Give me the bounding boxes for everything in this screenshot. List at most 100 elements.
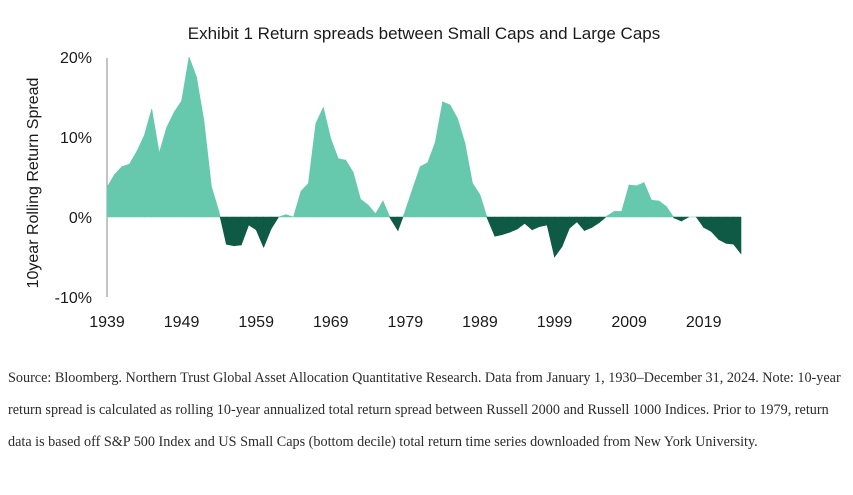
spread-area-positive	[412, 166, 421, 218]
spread-area-negative	[255, 216, 264, 248]
spread-area-positive	[300, 182, 309, 218]
spread-area-negative	[673, 216, 682, 222]
spread-area-positive	[158, 127, 167, 218]
spread-area-positive	[330, 138, 339, 218]
spread-area-negative	[502, 216, 511, 236]
x-tick-label: 1939	[89, 314, 125, 331]
spread-area-positive	[323, 107, 332, 218]
x-tick-label: 1959	[238, 314, 274, 331]
spread-area-positive	[360, 198, 369, 218]
spread-area-positive	[434, 101, 443, 218]
spread-area-negative	[710, 216, 719, 241]
spread-area-positive	[114, 165, 123, 218]
spread-area-series	[106, 56, 742, 258]
spread-area-positive	[173, 100, 182, 218]
y-tick-label: 10%	[60, 130, 92, 147]
spread-area-negative	[219, 216, 227, 245]
spread-area-negative	[226, 216, 235, 247]
spread-area-positive	[457, 118, 466, 218]
spread-area-negative	[494, 216, 503, 237]
spread-area-positive	[315, 107, 324, 218]
spread-area-negative	[554, 216, 563, 258]
spread-area-positive	[427, 142, 436, 218]
spread-area-negative	[487, 216, 496, 237]
spread-area-positive	[143, 108, 153, 218]
spread-area-negative	[733, 216, 742, 255]
x-tick-label: 1969	[313, 314, 349, 331]
spread-area-positive	[285, 214, 294, 218]
spread-area-negative	[248, 216, 257, 231]
spread-area-positive	[472, 182, 481, 218]
spread-area-negative	[546, 216, 555, 258]
spread-area-positive	[621, 184, 630, 218]
x-tick-label: 1979	[388, 314, 424, 331]
spread-area-positive	[613, 211, 622, 218]
spread-area-negative	[263, 216, 272, 248]
y-axis-ticks: 20% 10% 0% -10%	[55, 50, 92, 307]
spread-area-positive	[352, 172, 361, 218]
x-tick-label: 2019	[686, 314, 722, 331]
spread-area-positive	[218, 211, 221, 218]
x-tick-label: 1999	[537, 314, 573, 331]
spread-area-negative	[584, 216, 593, 232]
spread-area-positive	[211, 186, 220, 218]
spread-area-positive	[479, 194, 488, 218]
spread-area-negative	[531, 216, 540, 231]
spread-area-negative	[516, 216, 525, 230]
spread-area-negative	[390, 216, 399, 232]
spread-area-negative	[598, 216, 607, 224]
spread-area-positive	[278, 214, 287, 218]
spread-area-positive	[129, 150, 138, 218]
spread-area-positive	[606, 210, 615, 218]
spread-area-positive	[464, 143, 473, 218]
spread-area-positive	[636, 182, 645, 218]
return-spread-chart: Exhibit 1 Return spreads between Small C…	[25, 24, 742, 331]
spread-area-positive	[337, 158, 346, 218]
spread-area-negative	[539, 216, 548, 227]
x-axis-ticks: 1939 1949 1959 1969 1979 1989 1999 2009 2019	[89, 314, 721, 331]
spread-area-negative	[397, 216, 404, 231]
spread-area-positive	[106, 173, 115, 218]
y-tick-label: 20%	[60, 50, 92, 67]
spread-area-negative	[240, 216, 250, 246]
spread-area-positive	[402, 210, 406, 218]
y-tick-label: 0%	[69, 210, 92, 227]
x-tick-label: 1989	[462, 314, 498, 331]
spread-area-positive	[382, 200, 391, 218]
y-axis-label: 10year Rolling Return Spread	[25, 78, 42, 289]
chart-title: Exhibit 1 Return spreads between Small C…	[188, 24, 661, 43]
spread-area-positive	[203, 120, 212, 218]
spread-area-positive	[651, 199, 660, 218]
spread-area-positive	[419, 162, 429, 218]
spread-area-negative	[561, 216, 570, 247]
spread-area-positive	[166, 112, 175, 218]
spread-area-positive	[308, 123, 317, 218]
spread-area-negative	[681, 216, 689, 222]
spread-area-negative	[509, 216, 518, 233]
spread-area-negative	[703, 216, 712, 232]
spread-area-negative	[233, 216, 242, 247]
spread-area-positive	[345, 159, 354, 218]
x-tick-label: 2009	[611, 314, 647, 331]
spread-area-positive	[628, 184, 637, 218]
spread-area-positive	[188, 56, 197, 218]
spread-area-positive	[666, 205, 674, 218]
spread-area-positive	[375, 199, 384, 218]
spread-area-positive	[643, 182, 652, 218]
spread-area-positive	[293, 191, 302, 218]
spread-area-positive	[121, 163, 130, 218]
spread-area-negative	[591, 216, 600, 228]
spread-area-positive	[181, 56, 190, 218]
spread-area-negative	[576, 216, 585, 232]
spread-area-negative	[270, 216, 280, 231]
y-tick-label: -10%	[55, 290, 92, 307]
x-tick-label: 1949	[164, 314, 200, 331]
spread-area-negative	[695, 216, 705, 229]
spread-area-positive	[658, 200, 667, 218]
spread-area-negative	[524, 216, 533, 231]
spread-area-positive	[196, 76, 205, 218]
spread-area-positive	[405, 188, 414, 218]
spread-area-positive	[136, 135, 145, 218]
spread-area-negative	[718, 216, 727, 244]
source-note: Source: Bloomberg. Northern Trust Global…	[8, 370, 841, 450]
